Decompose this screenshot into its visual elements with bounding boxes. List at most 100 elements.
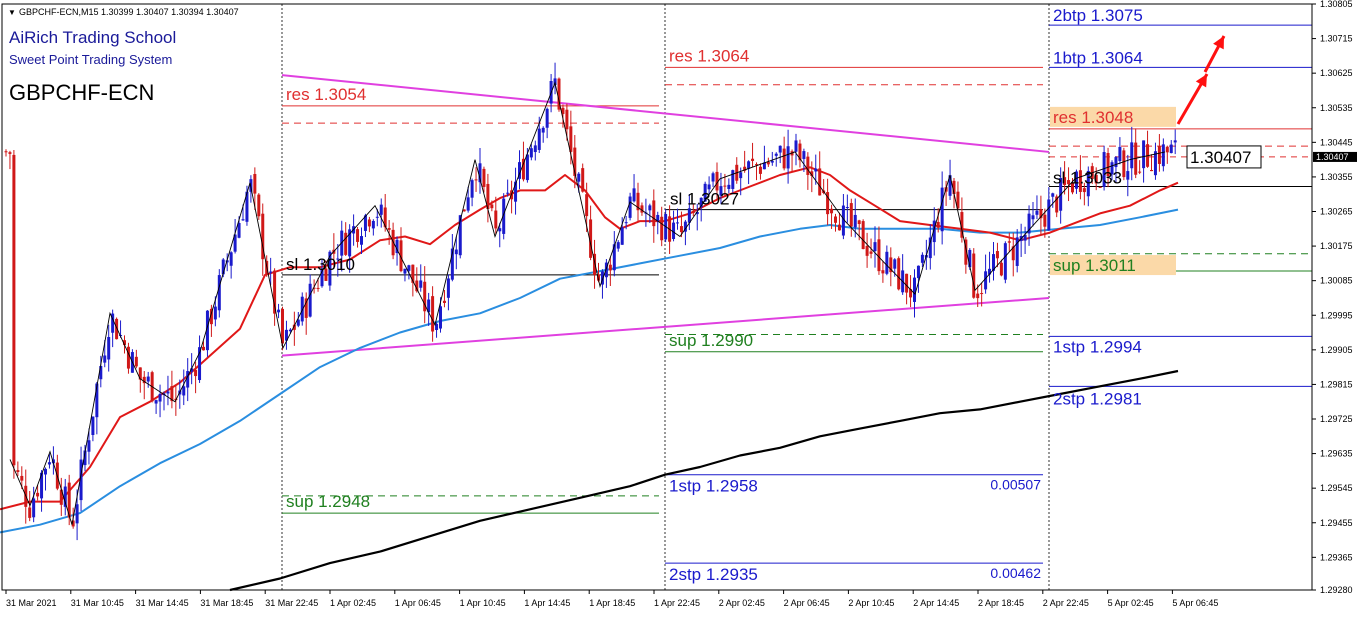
candle-body	[683, 221, 687, 232]
candle-body	[743, 166, 747, 171]
candle-body	[328, 251, 332, 286]
candle-body	[198, 347, 202, 381]
candle-body	[146, 376, 150, 382]
candle-body	[458, 215, 462, 256]
trend-lines	[281, 74, 1050, 357]
candle-body	[1165, 146, 1169, 153]
candle-body	[869, 251, 873, 254]
candle-body	[699, 197, 703, 208]
candle-body	[83, 450, 87, 466]
candle-body	[320, 268, 324, 287]
candle-body	[1043, 214, 1047, 227]
candle-body	[411, 264, 415, 283]
ma-slow-line	[229, 369, 1179, 592]
candle-body	[194, 369, 198, 377]
candle-body	[253, 173, 257, 194]
time-tick-label: 5 Apr 02:45	[1108, 598, 1154, 608]
candle-body	[300, 296, 304, 322]
candle-body	[1126, 171, 1130, 180]
price-tick-label: 1.29725	[1320, 414, 1353, 424]
candle-body	[774, 153, 778, 156]
candle-body	[186, 371, 190, 388]
level-label: 1stp 1.2958	[669, 477, 758, 496]
candle-body	[154, 400, 158, 404]
candle-body	[656, 214, 660, 222]
candle-body	[439, 306, 442, 329]
time-tick-label: 2 Apr 10:45	[848, 598, 894, 608]
candle-body	[281, 308, 284, 344]
candle-body	[166, 391, 170, 394]
candle-body	[371, 220, 375, 229]
candle-body	[442, 300, 446, 303]
level-label-bg	[1050, 106, 1176, 127]
candle-body	[525, 154, 529, 181]
candle-body	[660, 216, 664, 241]
candle-body	[1098, 186, 1102, 188]
candle-body	[711, 173, 715, 182]
candle-body	[217, 275, 221, 311]
candle-body	[360, 236, 363, 245]
candle-body	[648, 205, 652, 211]
candle-body	[221, 259, 225, 275]
candle-body	[877, 239, 881, 272]
candle-body	[20, 475, 24, 481]
candle-body	[1122, 150, 1126, 178]
symbol-line: GBPCHF-ECN,M15 1.30399 1.30407 1.30394 1…	[19, 7, 239, 17]
candle-body	[1078, 170, 1082, 192]
price-tick-label: 1.29365	[1320, 552, 1353, 562]
candle-body	[158, 393, 162, 402]
current-price-tag	[1313, 151, 1357, 162]
candle-body	[59, 489, 63, 505]
candle-body	[940, 187, 944, 232]
level-label: 2stp 1.2935	[669, 565, 758, 584]
candle-body	[1082, 188, 1086, 193]
candle-body	[1153, 151, 1157, 176]
candle-body	[988, 268, 992, 275]
candle-body	[1035, 210, 1039, 215]
arrows	[1176, 35, 1226, 125]
level-lines	[282, 24, 1312, 564]
time-tick-label: 2 Apr 22:45	[1043, 598, 1089, 608]
candle-body	[845, 207, 849, 209]
candle-body	[691, 211, 695, 214]
candle-body	[209, 308, 213, 325]
candle-body	[348, 229, 352, 257]
candle-body	[1106, 152, 1110, 177]
candle-body	[123, 340, 126, 346]
candle-body	[395, 239, 399, 254]
level-labels: res 1.3054 sl 1.3010 sup 1.2948 res 1.3064 s…	[286, 6, 1176, 584]
price-tick-label: 1.30355	[1320, 172, 1353, 182]
candle-body	[273, 270, 277, 314]
time-tick-label: 31 Mar 10:45	[71, 598, 124, 608]
candle-body	[612, 244, 616, 271]
candle-body	[636, 192, 640, 211]
candle-body	[893, 259, 897, 269]
candle-body	[770, 160, 774, 163]
time-tick-label: 31 Mar 2021	[6, 598, 57, 608]
candle-body	[932, 220, 936, 243]
candle-body	[1118, 146, 1122, 162]
candle-body	[786, 146, 790, 169]
time-tick-label: 2 Apr 18:45	[978, 598, 1024, 608]
candle-body	[324, 268, 328, 281]
candle-body	[99, 366, 103, 380]
time-tick-label: 31 Mar 18:45	[200, 598, 253, 608]
candle-body	[1051, 193, 1055, 197]
candle-body	[415, 280, 419, 292]
current-price-tag-text: 1.30407	[1316, 152, 1349, 162]
distance-annotation: 0.00507	[990, 477, 1041, 493]
candle-body	[182, 386, 186, 396]
candle-body	[419, 280, 423, 288]
window-menu-icon[interactable]: ▼	[8, 8, 16, 17]
candle-body	[1161, 144, 1165, 167]
candle-body	[312, 287, 316, 289]
candle-body	[585, 194, 589, 217]
candle-body	[1071, 182, 1074, 193]
candle-body	[1023, 234, 1027, 241]
candle-body	[956, 191, 960, 209]
candle-body	[202, 346, 205, 351]
candle-body	[755, 164, 758, 166]
candle-body	[134, 356, 138, 367]
candle-body	[205, 310, 209, 351]
